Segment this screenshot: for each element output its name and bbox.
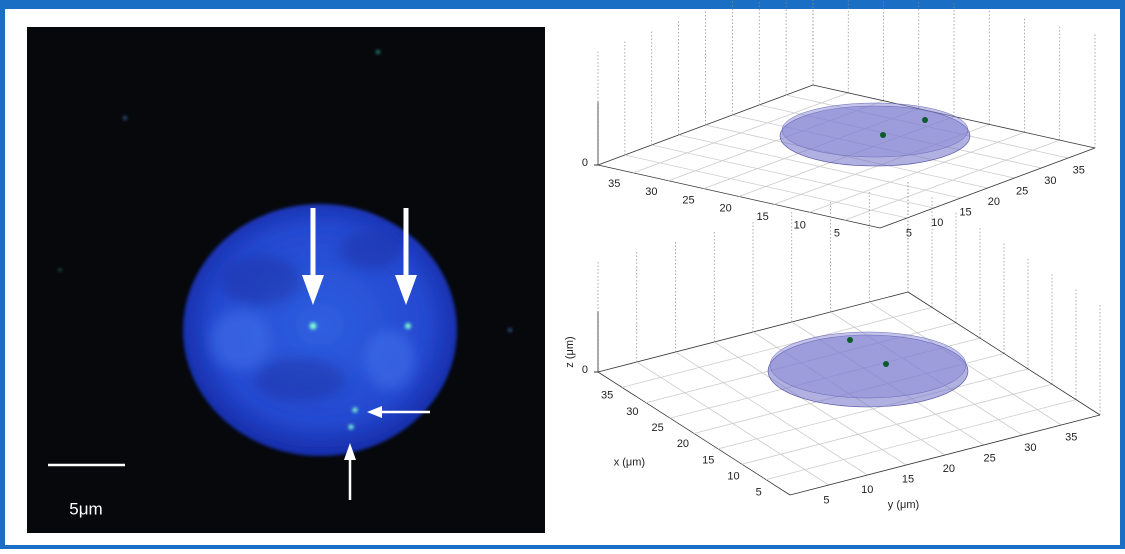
x-tick-label: 30: [626, 406, 638, 418]
y-tick-label: 25: [1016, 185, 1028, 197]
nucleus-surface-top: [770, 332, 966, 398]
y-tick-label: 20: [988, 196, 1000, 208]
y-tick-label: 30: [1044, 175, 1056, 187]
z-tick-label: 0: [582, 157, 588, 169]
y-tick-label: 15: [902, 474, 914, 486]
x-tick-label: 10: [794, 219, 806, 231]
y-tick-label: 10: [931, 217, 943, 229]
x-tick-label: 5: [834, 228, 840, 240]
z-axis-label: z (μm): [564, 336, 576, 367]
y-tick-label: 20: [943, 463, 955, 475]
nucleus-surface-top: [782, 103, 968, 157]
x-axis-label: x (μm): [614, 456, 645, 468]
x-tick-label: 20: [719, 203, 731, 215]
x-tick-label: 15: [757, 211, 769, 223]
y-tick-label: 5: [823, 495, 829, 507]
spot: [847, 337, 853, 343]
x-tick-label: 15: [702, 454, 714, 466]
x-tick-label: 20: [677, 438, 689, 450]
y-tick-label: 35: [1073, 164, 1085, 176]
x-tick-label: 30: [645, 186, 657, 198]
y-tick-label: 25: [984, 452, 996, 464]
y-tick-label: 5: [906, 228, 912, 240]
scale-bar-label: 5μm: [69, 499, 102, 518]
spot: [880, 132, 886, 138]
x-tick-label: 10: [727, 471, 739, 483]
page: {"image": {"scale_bar_label": "5μm"}, "p…: [0, 0, 1125, 549]
x-tick-label: 5: [756, 487, 762, 499]
x-tick-label: 25: [652, 422, 664, 434]
y-tick-label: 35: [1065, 431, 1077, 443]
y-axis-label: y (μm): [888, 499, 919, 511]
z-tick-label: 0: [582, 364, 588, 376]
y-tick-label: 15: [959, 207, 971, 219]
figure: 5μm 0 35 30 25 20 15 10 5 5 10 15 20 25 30 35 0 35 30 25 20…: [0, 0, 1125, 549]
spot: [922, 117, 928, 123]
spot: [883, 361, 889, 367]
y-tick-label: 10: [861, 484, 873, 496]
x-tick-label: 35: [601, 390, 613, 402]
y-tick-label: 30: [1024, 442, 1036, 454]
x-tick-label: 25: [682, 194, 694, 206]
x-tick-label: 35: [608, 178, 620, 190]
micrograph: 5μm: [27, 27, 545, 533]
